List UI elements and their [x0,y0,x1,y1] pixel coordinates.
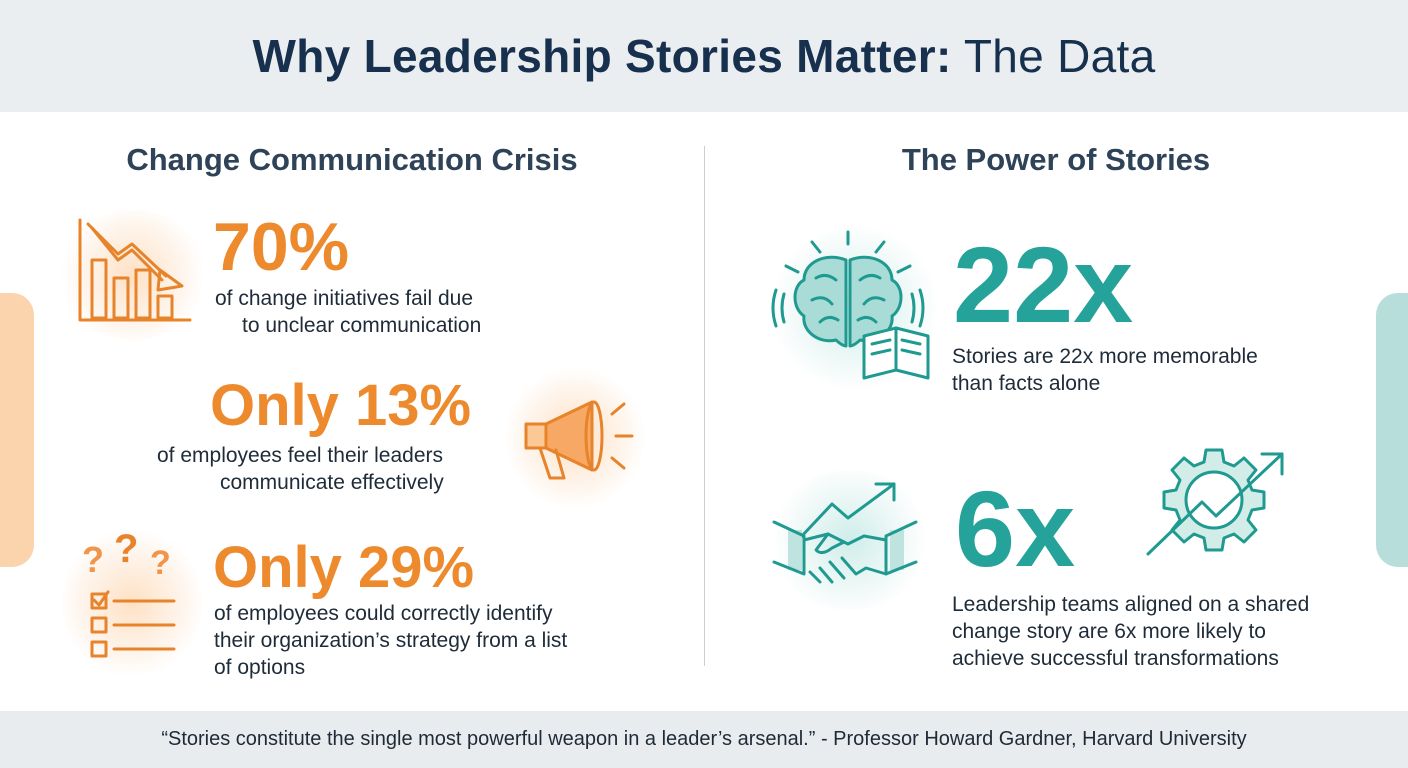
stat-29-value: Only 29% [213,535,475,600]
stat-22x-value: 22x [953,224,1134,345]
stat-13-value: Only 13% [210,373,472,438]
declining-chart-icon [78,218,192,322]
stat-6x-desc-line1: Leadership teams aligned on a shared [952,593,1310,616]
stat-29-desc-line3: of options [214,656,306,679]
stat-29-desc-line2: their organization’s strategy from a lis… [214,629,568,652]
quote-footer: “Stories constitute the single most powe… [0,711,1408,768]
header-banner: Why Leadership Stories Matter: The Data [0,0,1408,112]
checklist-icon-glow [62,528,202,678]
stat-29-desc-line1: of employees could correctly identify [214,602,553,625]
gear-growth-icon [1146,448,1284,556]
right-section-title: The Power of Stories [901,142,1211,177]
page-title: Why Leadership Stories Matter: The Data [252,29,1155,83]
stat-6x-desc-line2: change story are 6x more likely to [952,620,1266,643]
stat-13-desc-line2: communicate effectively [220,471,444,494]
svg-text:?: ? [82,539,104,580]
left-section-title: Change Communication Crisis [126,142,578,177]
footer-quote: “Stories constitute the single most powe… [161,728,1247,750]
question-checklist-icon: ? ? ? [82,534,176,658]
left-side-accent [0,293,34,567]
svg-text:?: ? [150,544,171,582]
stat-22x-desc-line1: Stories are 22x more memorable [952,345,1258,368]
handshake-growth-icon [772,482,918,584]
page-title-bold: Why Leadership Stories Matter: [252,30,952,82]
column-divider [704,146,705,666]
stat-13-desc-line1: of employees feel their leaders [157,444,443,467]
stat-6x-value: 6x [955,468,1076,589]
stat-70-desc-line1: of change initiatives fail due [215,287,473,310]
stat-6x-desc-line3: achieve successful transformations [952,647,1279,670]
page-title-light: The Data [951,30,1156,82]
chart-icon-glow [58,210,208,340]
stat-70-desc-line2: to unclear communication [242,314,482,337]
right-side-accent [1376,293,1408,567]
brain-book-icon [771,230,930,380]
stat-22x-desc-line2: than facts alone [952,372,1101,395]
stat-70-value: 70% [213,209,350,285]
svg-text:?: ? [114,534,138,571]
megaphone-icon [524,400,634,480]
